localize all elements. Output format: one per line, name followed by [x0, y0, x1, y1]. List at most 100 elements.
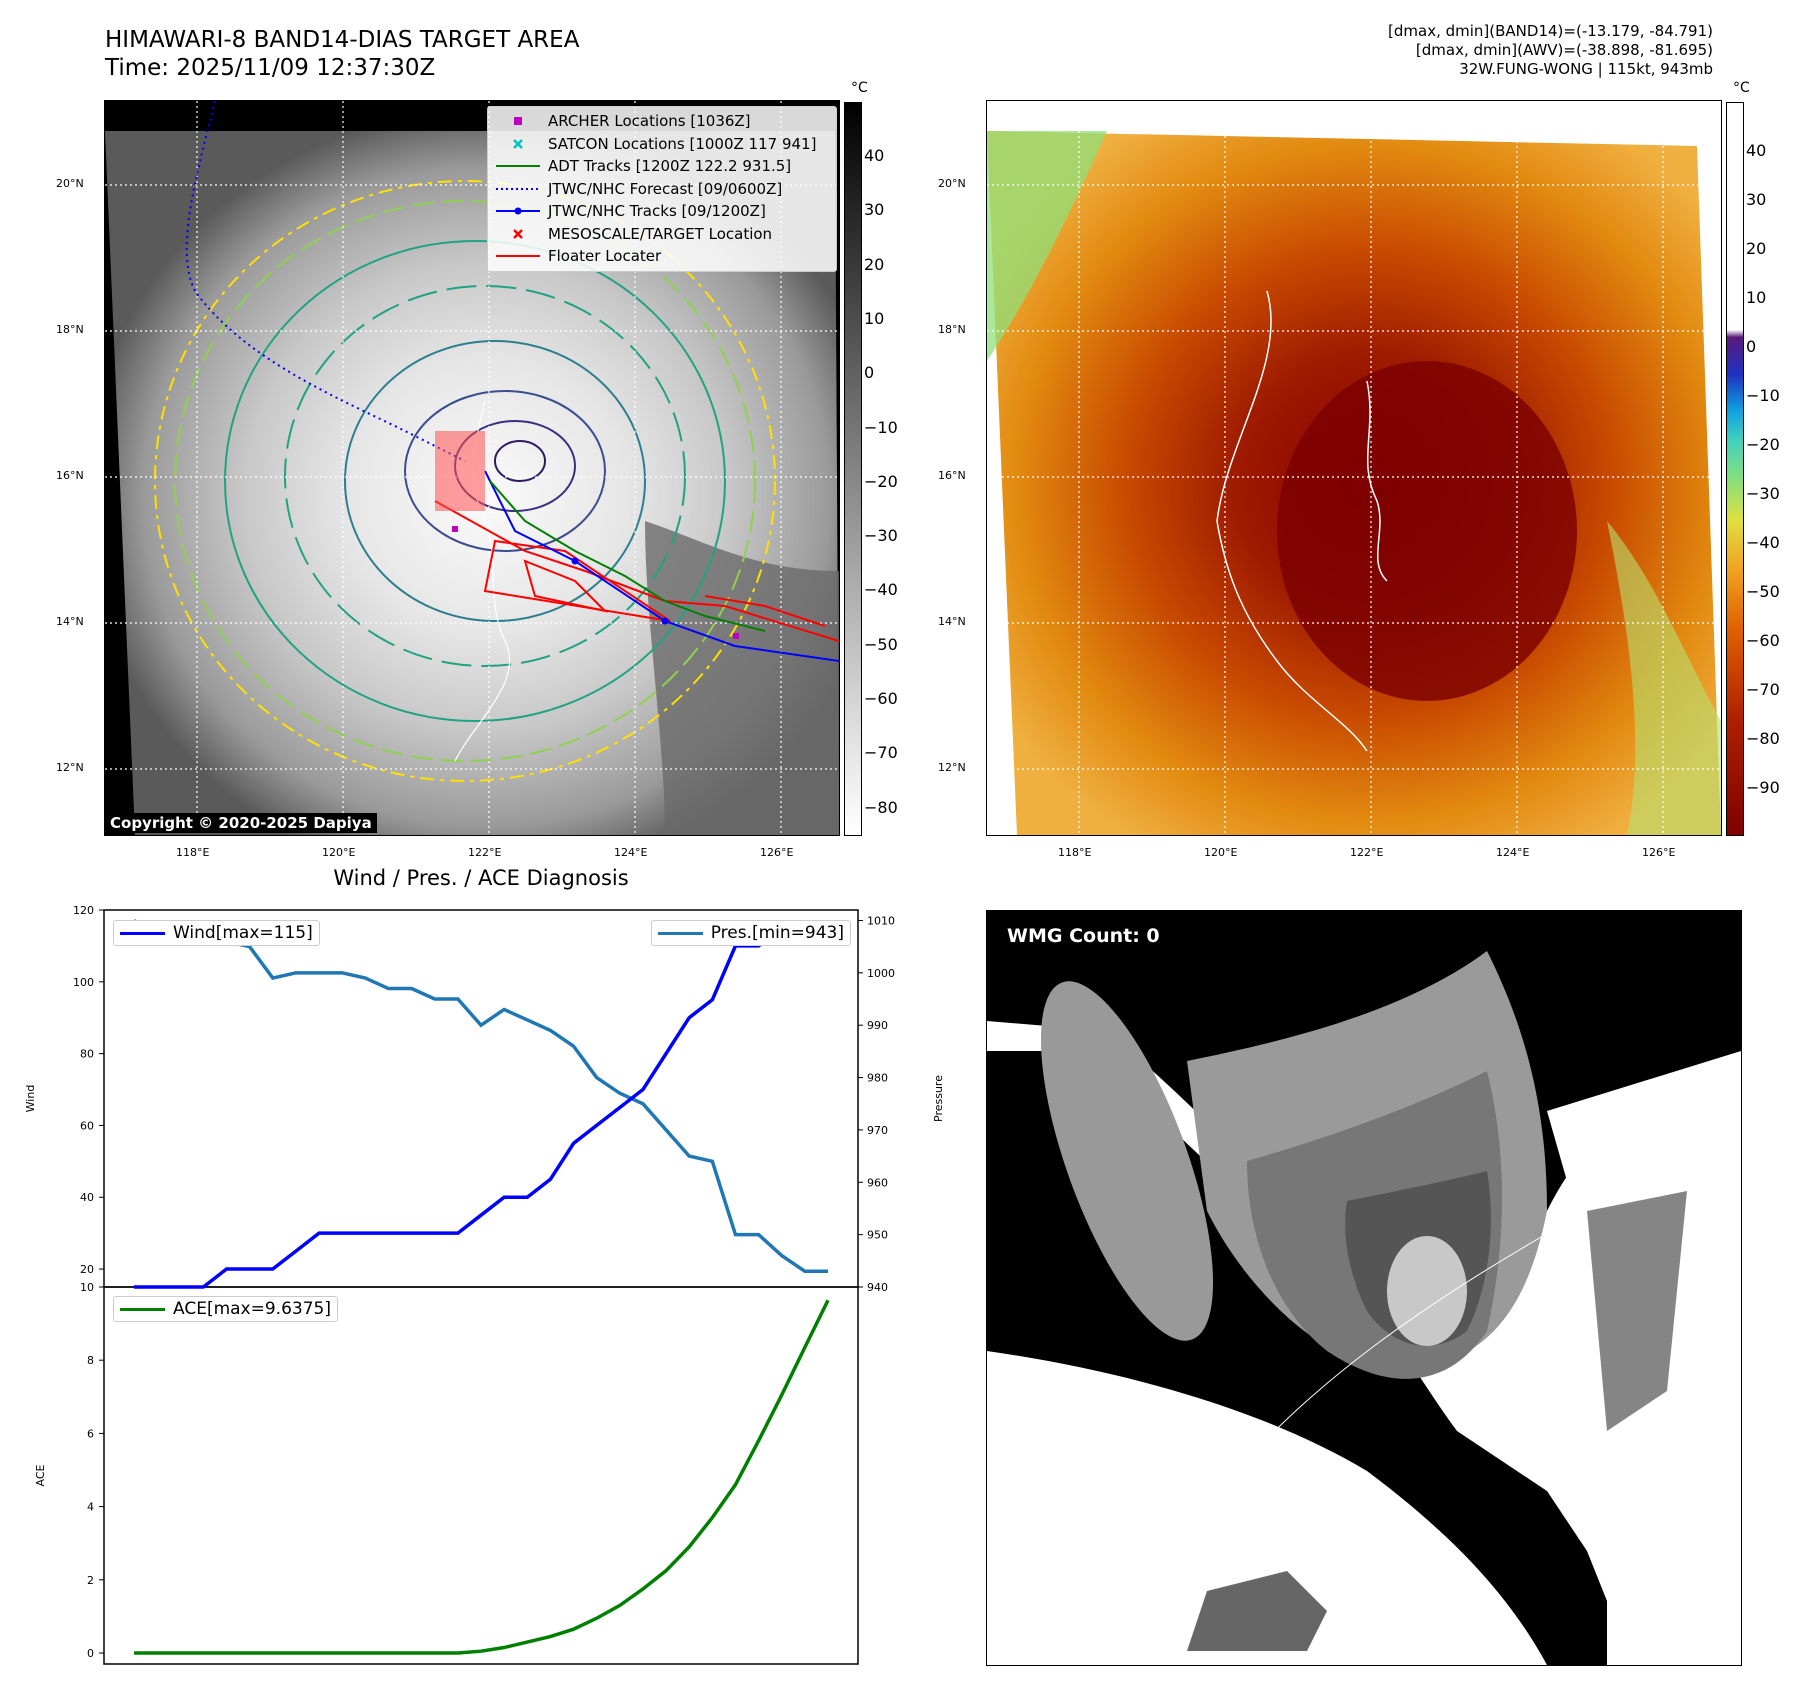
legend-item: Floater Locater — [494, 245, 830, 268]
coastline — [1236, 1210, 1588, 1472]
colorbar-tick-label: −60 — [1746, 631, 1780, 650]
jtwc-forecast-track — [185, 101, 466, 462]
left-colorbar-unit: °C — [851, 80, 868, 96]
lat-tick-label: 18°N — [938, 323, 966, 336]
legend-symbol — [496, 255, 540, 258]
wind-tick-label: 40 — [80, 1191, 94, 1204]
colorbar-tick-label: 10 — [1746, 288, 1767, 307]
ace-axes — [103, 1286, 859, 1665]
colorbar-tick-label: −80 — [1746, 729, 1780, 748]
archer-location — [733, 633, 739, 639]
colorbar-tick-label: 30 — [864, 200, 885, 220]
enhanced-map-svg — [987, 101, 1721, 835]
colorbar-tick-label: −40 — [864, 580, 898, 600]
wind-tick-label: 60 — [80, 1119, 94, 1132]
right-colorbar — [1726, 102, 1744, 836]
wind-tick-label: 100 — [73, 976, 94, 989]
colorbar-tick-label: −10 — [1746, 386, 1780, 405]
colorbar-tick-label: 20 — [864, 254, 885, 274]
legend-item: ARCHER Locations [1036Z] — [494, 110, 830, 133]
jtwc-track — [484, 470, 839, 662]
lon-tick-label: 126°E — [760, 846, 794, 859]
lon-tick-label: 118°E — [1058, 846, 1092, 859]
ace-legend: ACE[max=9.6375] — [113, 1296, 338, 1322]
legend-symbol — [513, 228, 523, 239]
legend-rows: ARCHER Locations [1036Z] SATCON Locations… — [494, 110, 830, 268]
legend-label: MESOSCALE/TARGET Location — [548, 224, 773, 243]
pressure-series-line — [133, 919, 828, 1274]
legend-label: ARCHER Locations [1036Z] — [548, 112, 751, 131]
enhanced-gridlines — [987, 101, 1721, 835]
map-legend: ARCHER Locations [1036Z] SATCON Locations… — [487, 106, 837, 272]
wmg-gray-patch — [1187, 1571, 1327, 1651]
legend-symbol — [496, 187, 540, 190]
colorbar-tick-label: 40 — [864, 146, 885, 165]
legend-label: JTWC/NHC Tracks [09/1200Z] — [548, 202, 766, 221]
lon-tick-label: 122°E — [468, 846, 502, 859]
colorbar-tick-label: −20 — [864, 471, 898, 491]
colorbar-tick-label: −90 — [1746, 778, 1780, 797]
ace-legend-line — [120, 1307, 165, 1311]
pressure-axis-label: Pressure — [932, 1075, 945, 1122]
info-line3: 32W.FUNG-WONG | 115kt, 943mb — [1459, 60, 1713, 78]
pressure-tick-label: 990 — [867, 1019, 888, 1032]
lon-tick-label: 122°E — [1350, 846, 1384, 859]
colorbar-tick-label: −70 — [864, 743, 898, 763]
legend-item: JTWC/NHC Tracks [09/1200Z] — [494, 200, 830, 223]
lat-tick-label: 16°N — [56, 469, 84, 482]
wmg-eye — [1387, 1236, 1467, 1346]
colorbar-tick-label: 30 — [1746, 190, 1767, 209]
left-colorbar — [844, 102, 862, 836]
colorbar-tick-label: 0 — [1746, 337, 1757, 356]
wind-tick-label: 20 — [80, 1263, 94, 1276]
pressure-tick-label: 980 — [867, 1072, 888, 1085]
ace-axis-label: ACE — [34, 1464, 47, 1486]
legend-label: SATCON Locations [1000Z 117 941] — [548, 134, 817, 153]
pressure-tick-label: 950 — [867, 1229, 888, 1242]
lon-tick-label: 124°E — [614, 846, 648, 859]
lat-tick-label: 20°N — [56, 177, 84, 190]
pres-legend: Pres.[min=943] — [650, 920, 851, 946]
pressure-tick-label: 1010 — [867, 914, 895, 927]
lat-tick-label: 14°N — [938, 615, 966, 628]
legend-symbol — [513, 138, 523, 149]
floater-locater — [434, 500, 839, 642]
info-line2: [dmax, dmin](AWV)=(-38.898, -81.695) — [1415, 41, 1713, 59]
lon-tick-label: 118°E — [176, 846, 210, 859]
enhanced-map-panel — [986, 100, 1722, 836]
lat-tick-label: 12°N — [56, 761, 84, 774]
info-line1: [dmax, dmin](BAND14)=(-13.179, -84.791) — [1388, 22, 1713, 40]
right-colorbar-unit: °C — [1733, 80, 1750, 96]
pres-legend-line — [657, 931, 703, 935]
cold-core — [1277, 361, 1577, 701]
colorbar-tick-label: 0 — [864, 363, 875, 383]
pressure-tick-label: 940 — [867, 1281, 888, 1294]
coastline — [1216, 290, 1368, 752]
wind-tick-label: 80 — [80, 1048, 94, 1061]
colorbar-tick-label: −20 — [1746, 435, 1780, 454]
lon-tick-label: 124°E — [1496, 846, 1530, 859]
legend-label: Floater Locater — [548, 247, 662, 266]
diagnosis-title: Wind / Pres. / ACE Diagnosis — [333, 866, 629, 890]
wind-axis-label: Wind — [24, 1085, 37, 1113]
wind-legend: Wind[max=115] — [113, 920, 320, 946]
colorbar-tick-label: 10 — [864, 308, 885, 328]
lon-tick-label: 126°E — [1642, 846, 1676, 859]
colorbar-tick-label: −60 — [864, 689, 898, 708]
colorbar-tick-label: −50 — [864, 634, 898, 654]
legend-symbol — [496, 207, 540, 215]
colorbar-tick-label: −30 — [864, 526, 898, 546]
ace-tick-label: 4 — [87, 1501, 94, 1514]
ace-tick-label: 6 — [87, 1427, 94, 1440]
colorbar-tick-label: −80 — [864, 797, 898, 817]
legend-item: ADT Tracks [1200Z 122.2 931.5] — [494, 155, 830, 178]
legend-label: JTWC/NHC Forecast [09/0600Z] — [548, 179, 783, 198]
target-area-box — [435, 431, 485, 511]
colorbar-tick-label: 20 — [1746, 239, 1767, 258]
coastline — [1366, 380, 1388, 582]
jtwc-track-point — [661, 617, 669, 625]
wmg-panel: WMG Count: 0 — [986, 910, 1742, 1666]
wind-legend-line — [120, 931, 165, 935]
adt-track — [489, 480, 766, 632]
colorbar-tick-label: −10 — [864, 417, 898, 437]
